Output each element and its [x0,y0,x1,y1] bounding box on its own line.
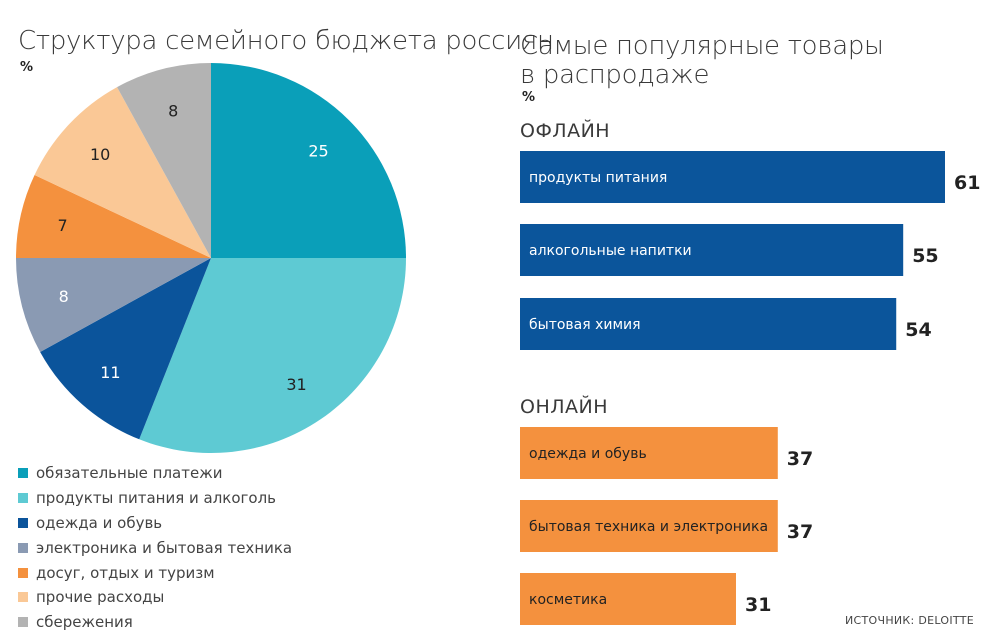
legend-swatch [18,542,28,553]
legend-item: сбережения [18,610,292,635]
legend-item: досуг, отдых и туризм [18,560,292,585]
legend-swatch [18,517,28,528]
legend-swatch [18,617,28,628]
pie-slice-value-label: 31 [286,375,306,394]
bar [520,500,778,552]
bar-category-label: алкогольные напитки [529,243,692,259]
pie-slice-value-label: 10 [90,145,110,164]
pie-slice-value-label: 25 [308,141,328,160]
pie-slice [34,87,212,258]
pie-slice-value-label: 8 [59,287,69,306]
legend-label: электроника и бытовая техника [36,538,293,557]
legend-item: прочие расходы [18,585,292,610]
right-chart-unit: % [522,90,536,105]
legend-item: обязательные платежи [18,461,292,486]
pie-slice [211,63,406,258]
bar [520,427,778,479]
bar [520,151,945,203]
legend-item: электроника и бытовая техника [18,535,292,560]
pie-slice [139,258,407,454]
legend-item: одежда и обувь [18,511,292,536]
pie-slice [16,258,211,352]
pie-slice-value-label: 8 [168,102,178,121]
group-label-online: ОНЛАЙН [520,396,609,418]
bar-category-label: продукты питания [529,170,667,186]
legend-label: одежда и обувь [36,513,163,532]
bar [520,298,897,350]
left-chart-unit: % [20,60,34,75]
bar-value-label: 61 [954,172,980,194]
legend-swatch [18,493,28,504]
bar-category-label: одежда и обувь [529,446,647,462]
legend-swatch [18,468,28,479]
pie-slice-value-label: 7 [57,216,67,235]
legend-item: продукты питания и алкоголь [18,486,292,511]
pie-legend: обязательные платежи продукты питания и а… [18,461,292,635]
bar [520,224,904,276]
bar-value-label: 37 [787,521,813,543]
right-chart-title-line2: в распродаже [520,60,710,90]
legend-swatch [18,592,28,603]
legend-label: досуг, отдых и туризм [36,563,215,582]
bar-category-label: бытовая техника и электроника [529,519,768,535]
legend-label: прочие расходы [36,588,165,607]
legend-label: обязательные платежи [36,464,223,483]
legend-label: продукты питания и алкоголь [36,489,277,508]
bar [520,573,736,625]
pie-slice [117,63,211,258]
legend-label: сбережения [36,613,133,632]
pie-slice-value-label: 11 [100,363,120,382]
left-chart-title: Структура семейного бюджета россиян [18,26,554,56]
right-chart-title-line1: Самые популярные товары [520,31,884,61]
bar-value-label: 37 [787,448,813,470]
bar-category-label: косметика [529,592,607,608]
pie-slice [40,258,212,440]
bar-value-label: 54 [905,319,931,341]
source-note: ИСТОЧНИК: DELOITTE [845,614,974,627]
group-label-offline: ОФЛАЙН [520,120,611,142]
bar-category-label: бытовая химия [529,317,641,333]
bar-value-label: 31 [745,594,771,616]
pie-slice [16,174,211,258]
bar-value-label: 55 [912,245,938,267]
legend-swatch [18,567,28,578]
